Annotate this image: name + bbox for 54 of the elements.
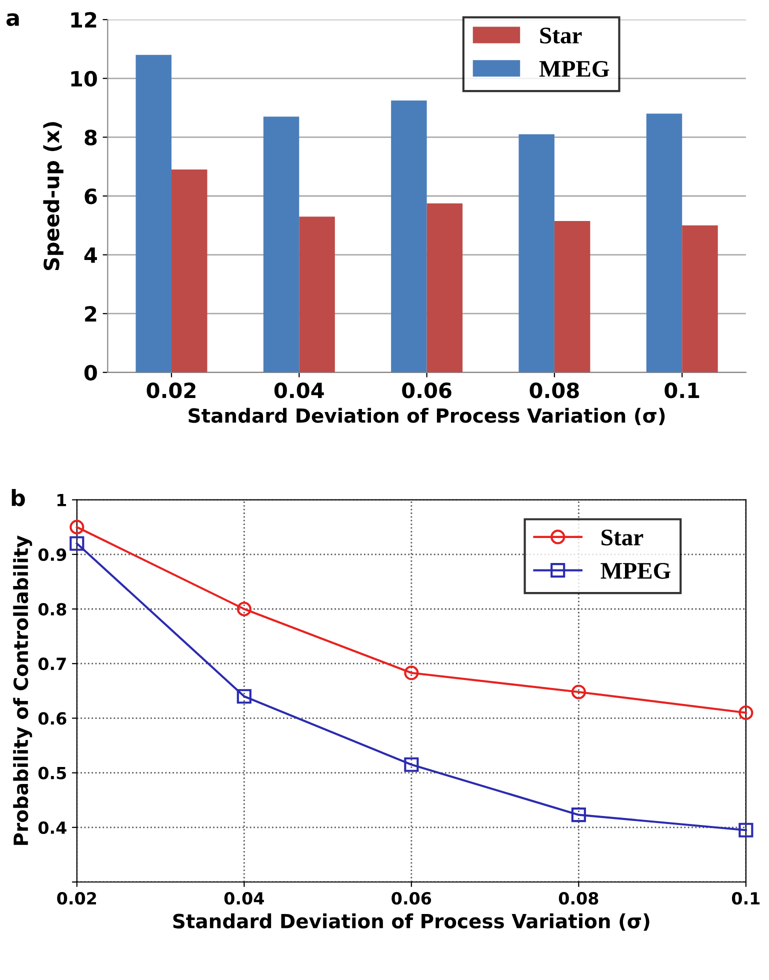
- bar: [171, 170, 208, 372]
- legend-label: Star: [540, 28, 582, 44]
- x-tick-label: 0.08: [530, 382, 579, 398]
- bar: [263, 116, 300, 372]
- bar: [682, 225, 718, 372]
- y-tick-label: 12: [71, 12, 96, 28]
- text: a: [6, 13, 19, 26]
- x-axis-title: Standard Deviation of Process Variation (σ): [188, 408, 665, 426]
- bar: [391, 100, 427, 372]
- y-tick-label: 4: [84, 248, 97, 263]
- x-tick-label: 0.1: [732, 892, 760, 905]
- y-tick-label: 0.7: [38, 658, 66, 670]
- y-axis-title: Speed-up (x): [43, 122, 64, 270]
- x-tick-label: 0.1: [664, 382, 700, 398]
- y-tick-label: 0.8: [38, 602, 66, 616]
- text: b: [12, 489, 25, 506]
- point: [236, 689, 252, 704]
- y-tick-label: 0.5: [38, 766, 66, 780]
- point: [571, 808, 586, 822]
- point: [70, 536, 84, 551]
- bar: [136, 54, 172, 372]
- bar: [646, 114, 682, 372]
- point: [404, 666, 419, 680]
- legend-label: Star: [602, 530, 644, 546]
- y-tick-label: 0: [84, 364, 97, 381]
- point: [70, 520, 84, 534]
- legend-label: MPEG: [600, 562, 671, 579]
- x-tick-label: 0.06: [402, 382, 452, 398]
- x-tick-label: 0.04: [224, 892, 264, 905]
- x-tick-label: 0.04: [274, 382, 324, 398]
- bar: [518, 134, 554, 372]
- x-tick-label: 0.02: [57, 892, 96, 905]
- point: [738, 705, 754, 720]
- legend-label: MPEG: [539, 60, 610, 77]
- x-tick-label: 0.06: [392, 892, 432, 905]
- y-tick-label: 6: [84, 188, 97, 204]
- bar: [299, 216, 335, 372]
- bar: [554, 220, 590, 372]
- point: [571, 684, 586, 700]
- y-tick-label: 10: [71, 70, 97, 87]
- y-tick-label: 8: [84, 130, 97, 146]
- x-tick-label: 0.08: [558, 892, 598, 905]
- y-tick-label: 0.4: [38, 821, 66, 834]
- point: [738, 822, 754, 838]
- x-axis-title: Standard Deviation of Process Variation (σ): [173, 913, 650, 931]
- y-tick-label: 2: [85, 306, 96, 322]
- y-tick-label: 1: [57, 494, 66, 506]
- y-axis-title: Probability of Controllability: [13, 535, 32, 845]
- y-tick-label: 0.9: [38, 548, 66, 561]
- bar: [426, 203, 463, 372]
- point: [404, 757, 419, 772]
- x-tick-label: 0.02: [146, 382, 196, 398]
- point: [236, 602, 252, 616]
- y-tick-label: 0.6: [38, 712, 66, 725]
